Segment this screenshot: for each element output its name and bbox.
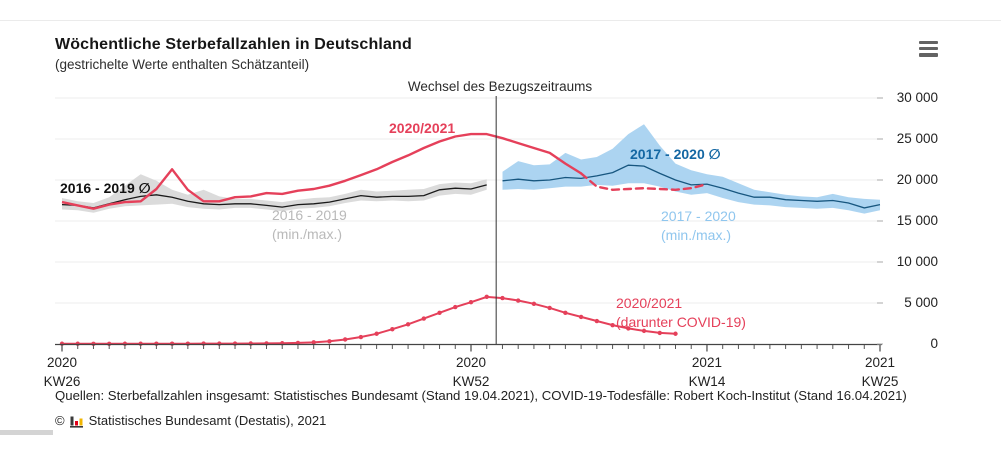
- covid-marker: [515, 298, 521, 303]
- copyright-symbol: ©: [55, 413, 65, 428]
- covid-marker: [374, 331, 379, 336]
- x-axis-label: 2021 KW14: [688, 355, 726, 389]
- covid-marker: [421, 316, 427, 321]
- covid-marker: [626, 326, 631, 331]
- sources-text: Quellen: Sterbefallzahlen insgesamt: Sta…: [55, 388, 907, 403]
- covid-marker: [578, 314, 584, 320]
- covid-marker: [594, 318, 600, 324]
- series-label-avg-2016-2019: 2016 - 2019 ∅: [60, 180, 151, 196]
- page-title: Wöchentliche Sterbefallzahlen in Deutsch…: [55, 36, 412, 53]
- covid-marker: [405, 322, 411, 327]
- top-divider: [0, 20, 1001, 21]
- covid-marker: [390, 327, 395, 332]
- covid-marker: [453, 304, 458, 310]
- reference-change-annotation: Wechsel des Bezugszeitraums: [407, 79, 593, 94]
- y-axis-label: 0: [930, 336, 938, 351]
- covid-marker: [673, 331, 678, 336]
- y-axis-label: 30 000: [896, 90, 938, 105]
- y-axis-label: 15 000: [896, 213, 938, 228]
- y-axis-label: 10 000: [896, 254, 938, 269]
- line-2020-2021-dashed: [579, 172, 709, 192]
- page-subtitle: (gestrichelte Werte enthalten Schätzante…: [55, 57, 310, 72]
- copyright-line: © Statistisches Bundesamt (Destatis), 20…: [55, 413, 326, 428]
- y-axis-label: 5 000: [904, 295, 938, 310]
- line-covid: [62, 295, 676, 345]
- x-axis-label: 2020 KW52: [452, 355, 490, 389]
- covid-marker: [358, 334, 364, 340]
- covid-marker: [468, 299, 474, 305]
- covid-marker: [500, 295, 505, 301]
- line-2020-2021-solid: [61, 132, 582, 210]
- hamburger-menu-icon: [919, 41, 938, 57]
- copyright-text: Statistisches Bundesamt (Destatis), 2021: [88, 413, 327, 428]
- y-axis-label: 20 000: [896, 172, 938, 187]
- line-avg-2016-2019: [61, 184, 487, 209]
- covid-marker: [437, 310, 442, 316]
- covid-marker: [657, 330, 662, 336]
- scrollbar-fragment: [0, 430, 53, 435]
- destatis-logo-icon: [69, 416, 83, 428]
- menu-button[interactable]: [919, 41, 938, 57]
- covid-marker: [547, 305, 552, 311]
- series-label-minmax-2016-2019: 2016 - 2019 (min./max.): [272, 207, 347, 242]
- covid-marker: [610, 322, 615, 328]
- series-label-avg-2017-2020: 2017 - 2020 ∅: [630, 146, 721, 162]
- y-axis-label: 25 000: [896, 131, 938, 146]
- covid-marker: [311, 340, 316, 345]
- line-avg-2017-2020: [502, 164, 881, 209]
- covid-marker: [563, 310, 568, 316]
- covid-marker: [641, 328, 647, 334]
- x-axis-label: 2021 KW25: [861, 355, 899, 389]
- series-label-2020-2021: 2020/2021: [389, 120, 456, 136]
- covid-marker: [531, 301, 537, 307]
- series-label-minmax-2017-2020: 2017 - 2020 (min./max.): [661, 208, 736, 243]
- covid-marker: [327, 339, 332, 344]
- covid-marker: [484, 294, 489, 300]
- band-2016-2019-minmax: [62, 174, 487, 213]
- series-label-covid: 2020/2021 (darunter COVID-19): [616, 295, 746, 330]
- x-axis-label: 2020 KW26: [43, 355, 81, 389]
- band-2017-2020-minmax: [502, 124, 880, 214]
- covid-marker: [342, 337, 348, 342]
